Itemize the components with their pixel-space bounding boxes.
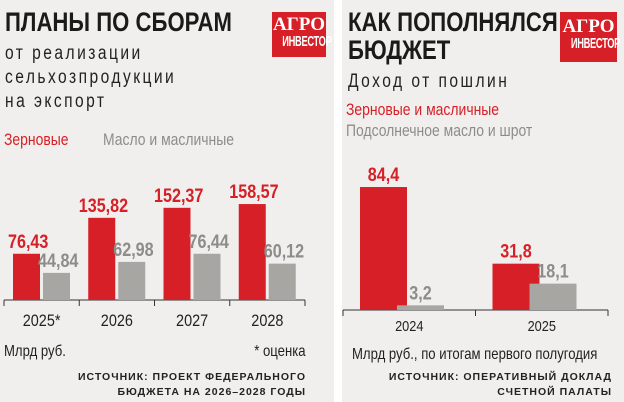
x-tick-label: 2025 (528, 317, 557, 334)
left-title: ПЛАНЫ ПО СБОРАМ (5, 7, 232, 37)
left-footnote: * оценка (254, 343, 306, 360)
right-unit: Млрд руб., по итогам первого полугодия (352, 346, 598, 363)
bar-red (13, 253, 40, 300)
right-title-2: БЮДЖЕТ (348, 35, 451, 65)
data-label: 60,12 (264, 240, 305, 262)
bar-grey (268, 263, 296, 300)
right-title-1: КАК ПОПОЛНЯЛСЯ (348, 7, 558, 37)
x-tick-label: 2027 (176, 312, 208, 330)
data-label: 76,44 (188, 231, 229, 253)
bar-red (163, 207, 191, 300)
bar-red (88, 217, 116, 300)
legend-grain: Зерновые (4, 130, 69, 149)
x-tick-label: 2028 (251, 312, 283, 330)
bar-red (238, 204, 266, 300)
data-label: 62,98 (113, 239, 154, 261)
bar-grey (397, 305, 444, 310)
bar-grey (529, 283, 577, 310)
bar-grey (43, 272, 70, 300)
right-subtitle: Доход от пошлин (348, 71, 510, 92)
left-subtitle-2: сельхозпродукции (5, 67, 177, 88)
legend-oil: Масло и масличные (103, 130, 235, 149)
data-label: 76,43 (8, 231, 49, 253)
left-source: ИСТОЧНИК: ПРОЕКТ ФЕДЕРАЛЬНОГО БЮДЖЕТА НА… (78, 371, 306, 398)
left-unit: Млрд руб. (4, 343, 66, 360)
x-tick-label: 2024 (395, 317, 424, 334)
data-label: 31,8 (500, 240, 532, 262)
legend-grain-oilseeds: Зерновые и масличные (346, 100, 500, 119)
agroinvestor-logo: АГРО ИНВЕСТОР (272, 12, 332, 57)
bar-grey (118, 261, 146, 300)
bar-grey (193, 253, 221, 300)
data-label: 44,84 (38, 250, 79, 272)
left-subtitle-3: на экспорт (5, 91, 107, 112)
data-label: 158,57 (229, 181, 279, 203)
legend-sunflower-oil: Подсолнечное масло и шрот (346, 121, 533, 140)
data-label: 152,37 (154, 185, 204, 207)
x-tick-label: 2025* (23, 312, 61, 330)
data-label: 18,1 (537, 260, 569, 282)
data-label: 3,2 (409, 282, 432, 304)
data-label: 84,4 (368, 164, 400, 186)
x-tick-label: 2026 (101, 312, 133, 330)
left-subtitle-1: от реализации (5, 43, 143, 64)
bar-red (360, 187, 407, 310)
agroinvestor-logo-right: АГРО ИНВЕСТОР (560, 12, 620, 62)
data-label: 135,82 (79, 195, 129, 217)
right-source: ИСТОЧНИК: ОПЕРАТИВНЫЙ ДОКЛАД СЧЕТНОЙ ПАЛ… (388, 371, 612, 398)
left-panel (0, 0, 334, 402)
